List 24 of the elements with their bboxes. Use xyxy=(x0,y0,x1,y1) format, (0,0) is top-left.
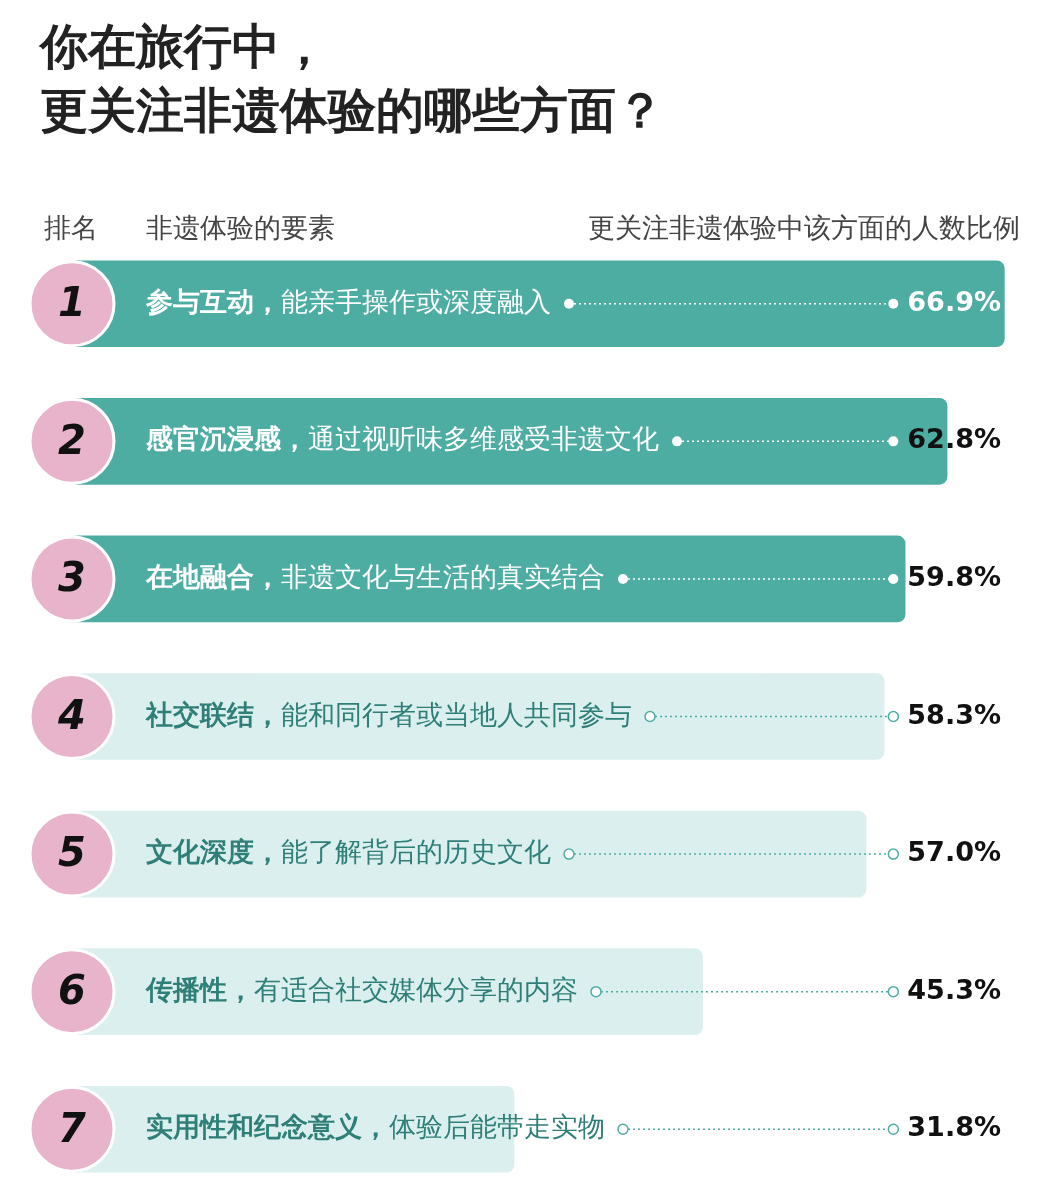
data-label: 66.9% xyxy=(907,285,1001,317)
data-label: 58.3% xyxy=(907,698,1001,730)
annotation: 更关注非遗体验中该方面的人数比例 xyxy=(588,211,1020,245)
y-tick-label: 感官沉浸感，通过视听味多维感受非遗文化 xyxy=(145,423,659,455)
annotation: 2 xyxy=(58,416,86,463)
annotation: 排名 xyxy=(44,211,98,245)
y-tick-label: 社交联结，能和同行者或当地人共同参与 xyxy=(145,698,632,730)
y-tick-label: 实用性和纪念意义，体验后能带走实物 xyxy=(146,1111,605,1143)
y-tick-label: 在地融合，非遗文化与生活的真实结合 xyxy=(145,560,605,592)
annotation: 7 xyxy=(58,1104,87,1151)
data-label: 45.3% xyxy=(907,973,1001,1005)
chart-title: 你在旅行中，更关注非遗体验的哪些方面？ xyxy=(40,17,664,140)
annotation: 非遗体验的要素 xyxy=(146,211,335,245)
y-tick-label: 传播性，有适合社交媒体分享的内容 xyxy=(145,973,578,1005)
data-label: 57.0% xyxy=(907,836,1001,868)
data-label: 31.8% xyxy=(907,1111,1001,1143)
annotation: 3 xyxy=(58,554,86,601)
annotation: 6 xyxy=(58,967,86,1014)
y-tick-label: 文化深度，能了解背后的历史文化 xyxy=(146,836,551,868)
data-label: 59.8% xyxy=(907,560,1001,592)
annotation: 5 xyxy=(58,829,86,876)
annotation: 4 xyxy=(57,691,86,738)
annotation: 1 xyxy=(58,279,86,326)
y-tick-label: 参与互动，能亲手操作或深度融入 xyxy=(145,285,551,317)
